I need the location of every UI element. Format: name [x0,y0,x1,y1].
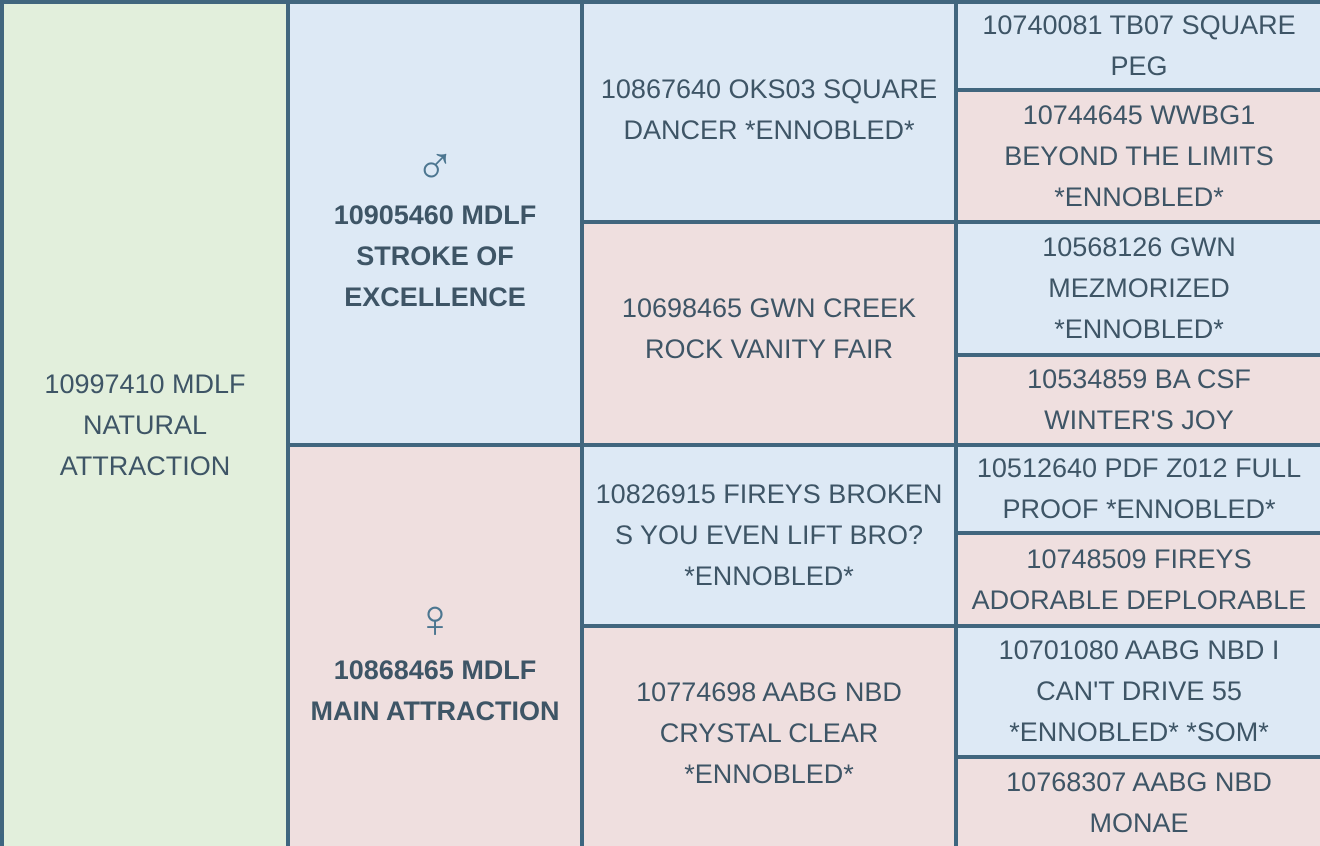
subject-name: 10997410 MDLF NATURAL ATTRACTION [44,368,246,481]
great-grandparent-cell: 10768307 AABG NBD MONAE [958,759,1320,846]
sire-name: 10905460 MDLF STROKE OF EXCELLENCE [333,200,537,312]
great-grandparent-name: 10512640 PDF Z012 FULL PROOF *ENNOBLED* [976,453,1302,524]
female-symbol-icon: ♀ [414,588,456,649]
sire-cell: ♂ 10905460 MDLF STROKE OF EXCELLENCE [290,4,580,443]
great-grandparent-name: 10748509 FIREYS ADORABLE DEPLORABLE [971,543,1307,615]
great-grandparent-cell: 10740081 TB07 SQUARE PEG [958,4,1320,88]
grandparent-cell: 10698465 GWN CREEK ROCK VANITY FAIR [584,224,954,443]
grandparent-name: 10826915 FIREYS BROKEN S YOU EVEN LIFT B… [595,479,943,591]
great-grandparent-name: 10744645 WWBG1 BEYOND THE LIMITS *ENNOBL… [1004,99,1274,212]
grandparent-name: 10867640 OKS03 SQUARE DANCER *ENNOBLED* [600,74,938,145]
great-grandparent-cell: 10512640 PDF Z012 FULL PROOF *ENNOBLED* [958,447,1320,531]
great-grandparent-cell: 10744645 WWBG1 BEYOND THE LIMITS *ENNOBL… [958,92,1320,220]
grandparent-name: 10774698 AABG NBD CRYSTAL CLEAR *ENNOBLE… [636,677,902,789]
grandparent-cell: 10774698 AABG NBD CRYSTAL CLEAR *ENNOBLE… [584,628,954,846]
dam-name: 10868465 MDLF MAIN ATTRACTION [310,654,560,726]
grandparent-cell: 10826915 FIREYS BROKEN S YOU EVEN LIFT B… [584,447,954,624]
subject-cell: 10997410 MDLF NATURAL ATTRACTION [4,4,286,846]
great-grandparent-name: 10701080 AABG NBD I CAN'T DRIVE 55 *ENNO… [998,635,1280,747]
great-grandparent-name: 10534859 BA CSF WINTER'S JOY [1027,364,1251,435]
grandparent-name: 10698465 GWN CREEK ROCK VANITY FAIR [621,293,917,364]
grandparent-cell: 10867640 OKS03 SQUARE DANCER *ENNOBLED* [584,4,954,220]
great-grandparent-name: 10568126 GWN MEZMORIZED *ENNOBLED* [1042,232,1236,344]
great-grandparent-cell: 10568126 GWN MEZMORIZED *ENNOBLED* [958,224,1320,353]
great-grandparent-name: 10768307 AABG NBD MONAE [1006,766,1272,838]
great-grandparent-cell: 10748509 FIREYS ADORABLE DEPLORABLE [958,535,1320,624]
great-grandparent-name: 10740081 TB07 SQUARE PEG [982,10,1296,81]
great-grandparent-cell: 10701080 AABG NBD I CAN'T DRIVE 55 *ENNO… [958,628,1320,755]
dam-cell: ♀ 10868465 MDLF MAIN ATTRACTION [290,447,580,846]
great-grandparent-cell: 10534859 BA CSF WINTER'S JOY [958,357,1320,443]
male-symbol-icon: ♂ [414,134,456,194]
